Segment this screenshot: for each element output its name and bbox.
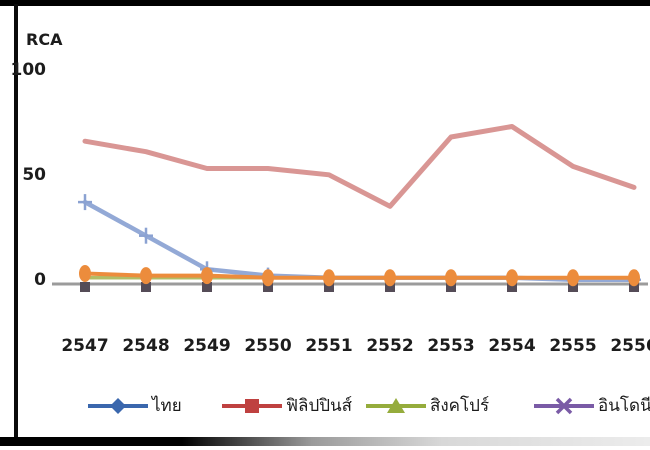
x-tick-label: 2550 [244, 336, 291, 356]
series-philippines [82, 124, 637, 209]
x-tick-label: 2554 [488, 336, 535, 356]
left-border [14, 4, 18, 439]
legend-marker-indonesia-x-icon [532, 395, 596, 417]
x-tick-label: 2547 [61, 336, 108, 356]
legend-item-thailand: ไทย [86, 392, 182, 419]
x-tick-label: 2551 [305, 336, 352, 356]
x-tick-label: 2552 [366, 336, 413, 356]
x-tick-label: 2548 [122, 336, 169, 356]
top-border [0, 0, 650, 6]
legend-item-singapore: สิงคโปร์ [364, 392, 489, 419]
y-tick-label: 100 [11, 60, 47, 80]
y-tick-label: 50 [22, 165, 46, 185]
x-tick-label: 2553 [427, 336, 474, 356]
x-tick-label: 2556 [610, 336, 650, 356]
bottom-border [0, 437, 650, 446]
y-tick-label: 0 [34, 270, 46, 290]
series-indonesia [80, 282, 639, 292]
legend-marker-philippines-square-icon [220, 395, 284, 417]
legend-item-indonesia: อินโดนีเซีย [532, 392, 650, 419]
legend-item-philippines: ฟิลิปปินส์ [220, 392, 352, 419]
x-tick-label: 2555 [549, 336, 596, 356]
legend-label-singapore: สิงคโปร์ [430, 396, 490, 416]
series-unlabeled [79, 265, 640, 287]
legend: ไทย ฟิลิปปินส์ สิงคโปร์ อินโดนีเซีย [0, 392, 650, 430]
x-tick-label: 2549 [183, 336, 230, 356]
legend-marker-singapore-triangle-icon [364, 395, 428, 417]
legend-label-indonesia: อินโดนีเซีย [598, 396, 650, 416]
y-axis-title: RCA [26, 30, 63, 49]
legend-label-thailand: ไทย [152, 396, 182, 416]
legend-marker-thailand-diamond-icon [86, 395, 150, 417]
legend-label-philippines: ฟิลิปปินส์ [286, 396, 353, 416]
